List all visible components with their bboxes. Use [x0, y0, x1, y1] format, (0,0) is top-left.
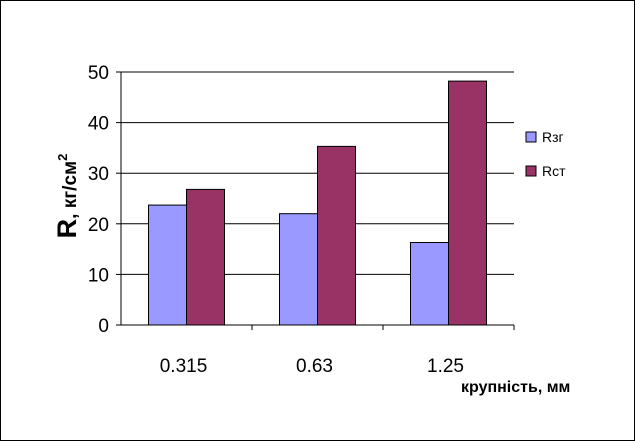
x-tick-label: 0.63 [296, 356, 333, 377]
bar-rst [317, 145, 356, 326]
y-axis-title: R, кг/см2 [52, 154, 82, 239]
y-ticks: 0 10 20 30 40 50 [88, 63, 121, 337]
bars [148, 80, 487, 326]
y-axis-title-main: R [52, 219, 82, 239]
axes [120, 72, 514, 326]
x-axis-title: крупність, мм [461, 379, 570, 396]
bar-rzg [279, 213, 318, 326]
legend-label: Rст [542, 163, 566, 179]
legend-swatch [525, 131, 537, 143]
x-tick-label: 0.315 [160, 356, 208, 377]
legend-label: Rзг [542, 129, 564, 145]
legend-swatch [525, 165, 537, 177]
x-ticks: 0.315 0.63 1.25 [160, 325, 515, 377]
x-tick-label: 1.25 [427, 356, 464, 377]
bar-rzg [410, 242, 449, 326]
y-tick-label: 50 [88, 63, 109, 84]
y-axis-title-sup: 2 [55, 154, 70, 161]
bar-rst [448, 80, 487, 326]
y-tick-label: 10 [88, 265, 109, 286]
y-tick-label: 0 [98, 316, 109, 337]
legend: Rзг Rст [525, 129, 566, 179]
bar-rst [186, 188, 225, 326]
y-tick-label: 40 [88, 114, 109, 135]
y-tick-label: 20 [88, 215, 109, 236]
bar-rzg [148, 204, 187, 326]
y-axis-title-units: , кг/см [60, 161, 81, 219]
y-tick-label: 30 [88, 164, 109, 185]
